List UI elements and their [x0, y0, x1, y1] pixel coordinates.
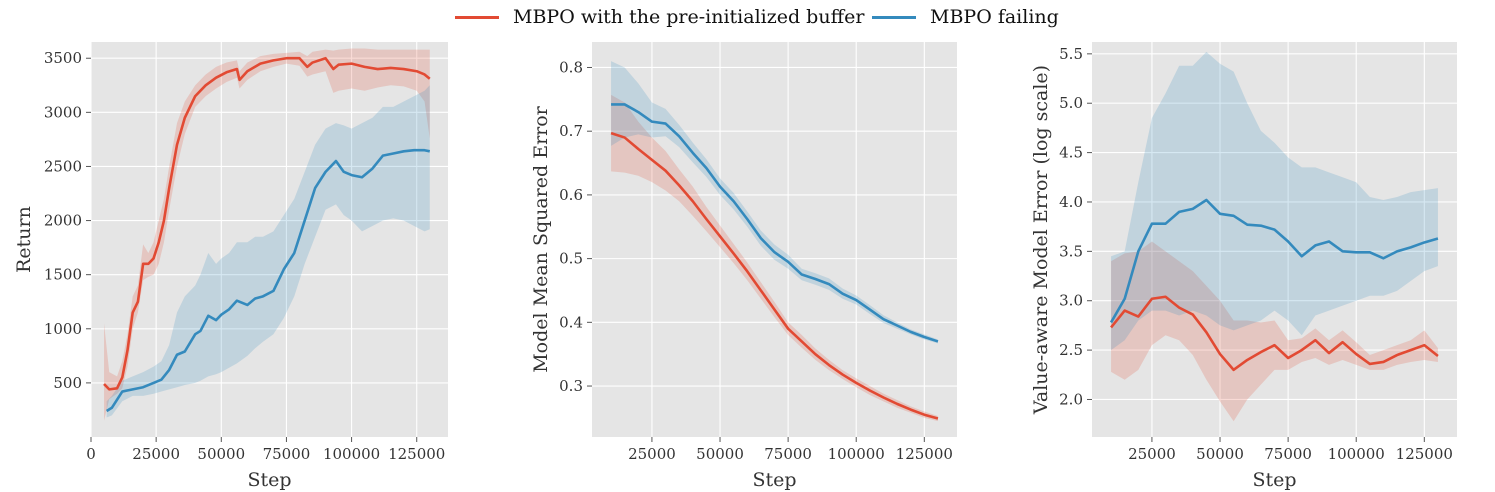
- confidence-band-0: [104, 48, 430, 421]
- plot-area: [1092, 42, 1457, 437]
- plot-area: [592, 42, 957, 437]
- confidence-band-1: [1111, 51, 1438, 351]
- x-axis-label: Step: [752, 469, 796, 491]
- x-tick-label: 25000: [1128, 445, 1176, 463]
- legend-swatch-red: [455, 15, 499, 19]
- x-axis-label: Step: [247, 469, 291, 491]
- y-tick-label: 500: [53, 374, 82, 392]
- y-tick-label: 0.3: [559, 377, 583, 395]
- x-axis-label: Step: [1252, 469, 1296, 491]
- y-tick-label: 2500: [44, 157, 82, 175]
- y-tick-label: 0.6: [559, 186, 583, 204]
- y-tick-label: 5.0: [1059, 94, 1083, 112]
- x-tick-label: 75000: [764, 445, 812, 463]
- y-tick-label: 2.5: [1059, 341, 1083, 359]
- x-tick-label: 100000: [828, 445, 885, 463]
- x-tick-label: 50000: [1196, 445, 1244, 463]
- plot-area: [91, 42, 448, 437]
- y-tick-label: 3.0: [1059, 292, 1083, 310]
- y-tick-label: 1500: [44, 266, 82, 284]
- legend-item-failing: MBPO failing: [872, 6, 1059, 28]
- x-tick-label: 25000: [132, 445, 180, 463]
- series-line-1: [611, 103, 939, 343]
- x-tick-label: 125000: [896, 445, 953, 463]
- x-tick-label: 0: [86, 445, 96, 463]
- y-tick-label: 2.0: [1059, 390, 1083, 408]
- x-tick-label: 50000: [197, 445, 245, 463]
- x-tick-label: 75000: [263, 445, 311, 463]
- y-tick-label: 0.8: [559, 58, 583, 76]
- x-tick-label: 100000: [323, 445, 380, 463]
- y-axis-label: Model Mean Squared Error: [530, 105, 552, 372]
- legend-label: MBPO failing: [930, 6, 1059, 28]
- y-tick-label: 4.5: [1059, 144, 1083, 162]
- x-tick-label: 125000: [1396, 445, 1453, 463]
- x-tick-label: 125000: [388, 445, 445, 463]
- y-axis-label: Value-aware Model Error (log scale): [1030, 65, 1052, 415]
- legend-swatch-blue: [872, 15, 916, 19]
- y-tick-label: 0.5: [559, 250, 583, 268]
- y-tick-label: 3000: [44, 103, 82, 121]
- confidence-band-0: [1111, 241, 1438, 422]
- value-aware-error-chart: 25000 50000 75000 100000 125000 2.0 2.5 3.0 3.5 4…: [1030, 42, 1457, 491]
- series-line-0: [103, 56, 431, 391]
- mse-chart: 25000 50000 75000 100000 125000 0.3 0.4 0.5 0.6 0…: [530, 42, 957, 491]
- series-line-1: [1109, 198, 1439, 324]
- legend-item-pre-initialized: MBPO with the pre-initialized buffer: [455, 6, 864, 28]
- x-tick-label: 75000: [1264, 445, 1312, 463]
- y-tick-label: 3500: [44, 49, 82, 67]
- legend: MBPO with the pre-initialized buffer MBP…: [0, 0, 1495, 36]
- y-tick-label: 3.5: [1059, 242, 1083, 260]
- y-tick-label: 1000: [44, 320, 82, 338]
- y-tick-label: 0.7: [559, 122, 583, 140]
- x-tick-label: 100000: [1328, 445, 1385, 463]
- x-tick-label: 25000: [628, 445, 676, 463]
- y-tick-label: 5.5: [1059, 45, 1083, 63]
- confidence-band-1: [106, 85, 430, 418]
- y-tick-label: 0.4: [559, 313, 583, 331]
- series-line-1: [105, 148, 431, 413]
- legend-label: MBPO with the pre-initialized buffer: [513, 6, 865, 28]
- series-line-0: [1110, 295, 1439, 372]
- x-tick-label: 50000: [696, 445, 744, 463]
- y-axis-label: Return: [13, 206, 35, 273]
- return-chart: 0 25000 50000 75000 100000 125000 500 1000 1500 2…: [13, 42, 448, 491]
- y-tick-label: 4.0: [1059, 193, 1083, 211]
- series-line-0: [610, 131, 939, 420]
- y-tick-label: 2000: [44, 212, 82, 230]
